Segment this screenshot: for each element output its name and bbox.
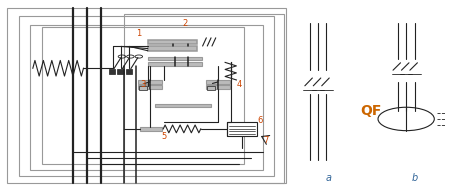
Bar: [227, 122, 257, 136]
Text: 7: 7: [264, 136, 269, 145]
Text: 1: 1: [136, 29, 141, 38]
Bar: [138, 85, 162, 89]
Bar: [148, 57, 202, 60]
Bar: [126, 69, 132, 74]
Bar: [207, 86, 215, 90]
Bar: [140, 127, 162, 131]
Bar: [19, 16, 274, 176]
Text: 3: 3: [140, 80, 146, 89]
Bar: [139, 86, 147, 90]
Bar: [206, 85, 230, 89]
Text: 6: 6: [257, 116, 263, 125]
Bar: [155, 104, 211, 107]
Bar: [30, 25, 263, 170]
Text: 4: 4: [236, 80, 242, 89]
Bar: [117, 69, 124, 74]
Bar: [148, 40, 197, 44]
Bar: [124, 14, 284, 183]
Bar: [138, 80, 162, 84]
Bar: [206, 80, 230, 84]
Bar: [148, 62, 202, 66]
Text: 5: 5: [161, 132, 167, 141]
Text: QF: QF: [360, 104, 381, 118]
Bar: [7, 8, 286, 183]
Text: b: b: [412, 173, 418, 183]
Bar: [109, 69, 115, 74]
Bar: [148, 46, 197, 51]
Text: a: a: [325, 173, 331, 183]
Text: 2: 2: [182, 19, 188, 28]
Bar: [42, 27, 244, 164]
